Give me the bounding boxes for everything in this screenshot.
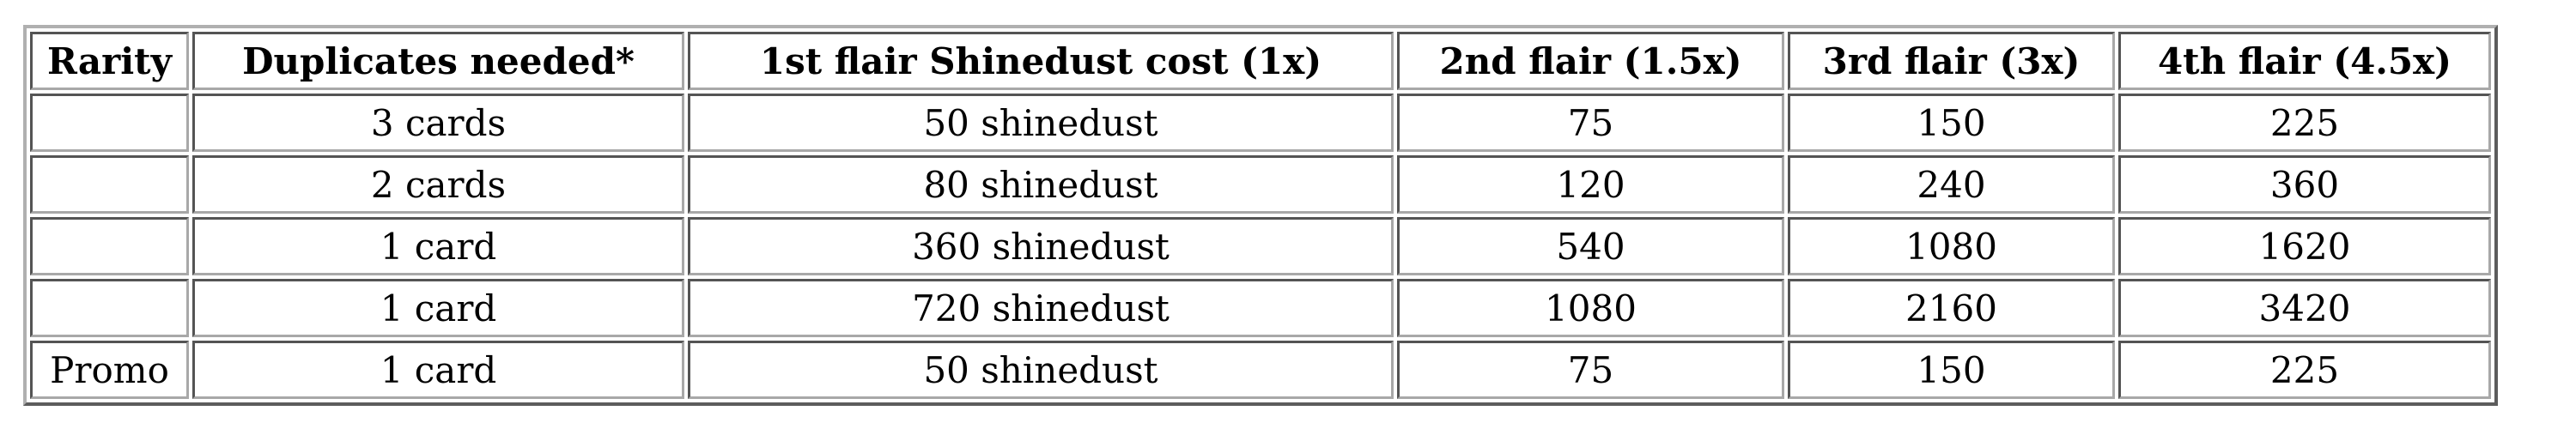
header-cell: 1st flair Shinedust cost (1x) <box>688 32 1394 90</box>
table-cell: 360 shinedust <box>688 217 1394 275</box>
table-cell: 240 <box>1788 155 2115 214</box>
table-cell: 75 <box>1397 341 1784 399</box>
table-cell: 75 <box>1397 94 1784 152</box>
table-cell: 3 cards <box>192 94 684 152</box>
table-cell: 540 <box>1397 217 1784 275</box>
header-row: Rarity Duplicates needed* 1st flair Shined… <box>30 32 2491 90</box>
table-cell: 1 card <box>192 279 684 337</box>
flair-cost-table: Rarity Duplicates needed* 1st flair Shined… <box>23 25 2498 406</box>
table-row: 1 card 360 shinedust 540 1080 1620 <box>30 217 2491 275</box>
table-cell <box>30 279 189 337</box>
header-cell: Rarity <box>30 32 189 90</box>
table-cell: 3420 <box>2118 279 2491 337</box>
header-cell: 4th flair (4.5x) <box>2118 32 2491 90</box>
table-cell: 120 <box>1397 155 1784 214</box>
table-cell: 225 <box>2118 341 2491 399</box>
table-cell <box>30 217 189 275</box>
table-cell: 720 shinedust <box>688 279 1394 337</box>
header-cell: 2nd flair (1.5x) <box>1397 32 1784 90</box>
table-row: 2 cards 80 shinedust 120 240 360 <box>30 155 2491 214</box>
table-cell <box>30 94 189 152</box>
table-row: 1 card 720 shinedust 1080 2160 3420 <box>30 279 2491 337</box>
table-cell: 150 <box>1788 341 2115 399</box>
table-cell: 1080 <box>1788 217 2115 275</box>
table-cell: 150 <box>1788 94 2115 152</box>
table-cell: Promo <box>30 341 189 399</box>
table-cell: 2160 <box>1788 279 2115 337</box>
table-cell: 1620 <box>2118 217 2491 275</box>
table-container: Rarity Duplicates needed* 1st flair Shined… <box>23 25 2498 406</box>
table-row: Promo 1 card 50 shinedust 75 150 225 <box>30 341 2491 399</box>
table-cell: 360 <box>2118 155 2491 214</box>
table-row: 3 cards 50 shinedust 75 150 225 <box>30 94 2491 152</box>
header-cell: Duplicates needed* <box>192 32 684 90</box>
table-cell: 50 shinedust <box>688 94 1394 152</box>
table-cell: 2 cards <box>192 155 684 214</box>
table-cell: 1 card <box>192 217 684 275</box>
table-cell <box>30 155 189 214</box>
table-cell: 1080 <box>1397 279 1784 337</box>
header-cell: 3rd flair (3x) <box>1788 32 2115 90</box>
table-cell: 50 shinedust <box>688 341 1394 399</box>
table-cell: 225 <box>2118 94 2491 152</box>
table-cell: 1 card <box>192 341 684 399</box>
table-body: 3 cards 50 shinedust 75 150 225 2 cards 80 shi… <box>30 94 2491 399</box>
table-cell: 80 shinedust <box>688 155 1394 214</box>
